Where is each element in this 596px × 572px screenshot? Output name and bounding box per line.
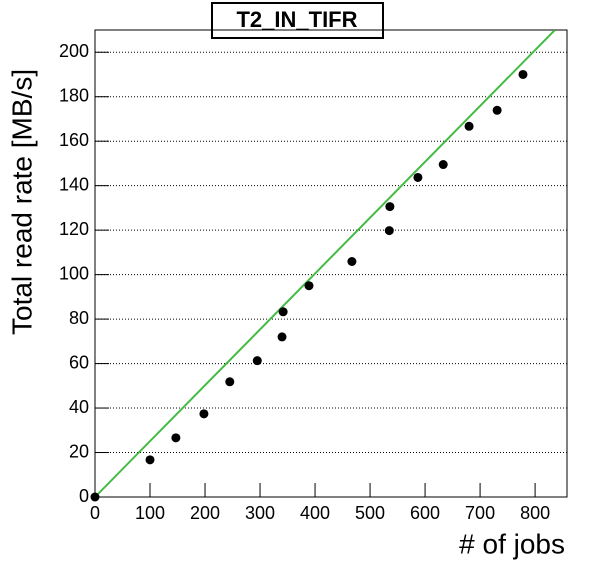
x-tick-label: 700 — [465, 503, 495, 523]
x-tick-label: 0 — [90, 503, 100, 523]
data-point — [385, 202, 395, 212]
data-point — [518, 69, 528, 79]
y-tick-label: 160 — [59, 130, 89, 150]
x-tick-label: 600 — [410, 503, 440, 523]
y-tick-label: 180 — [59, 85, 89, 105]
data-point — [145, 455, 155, 465]
data-point — [384, 226, 394, 236]
data-point — [278, 307, 288, 317]
x-tick-label: 800 — [520, 503, 550, 523]
data-point — [225, 377, 235, 387]
plot-frame — [94, 29, 568, 498]
y-tick-label: 80 — [69, 308, 89, 328]
data-point — [252, 356, 262, 366]
x-axis-label: # of jobs — [459, 528, 565, 559]
y-tick-label: 20 — [69, 441, 89, 461]
x-tick-label: 200 — [190, 503, 220, 523]
y-tick-label: 120 — [59, 219, 89, 239]
x-tick-label: 400 — [300, 503, 330, 523]
data-point — [413, 172, 423, 182]
data-point — [90, 492, 100, 502]
data-point — [171, 433, 181, 443]
x-tick-label: 300 — [245, 503, 275, 523]
x-tick-label: 500 — [355, 503, 385, 523]
x-tick-label: 100 — [135, 503, 165, 523]
y-tick-label: 60 — [69, 352, 89, 372]
data-point — [492, 105, 502, 115]
y-tick-label: 100 — [59, 263, 89, 283]
title-box — [211, 2, 384, 39]
chart-title: T2_IN_TIFR — [236, 7, 357, 32]
data-point — [199, 409, 209, 419]
y-tick-label: 140 — [59, 174, 89, 194]
y-axis-label: Total read rate [MB/s] — [6, 69, 37, 335]
data-point — [277, 332, 287, 342]
y-tick-label: 0 — [79, 486, 89, 506]
y-tick-label: 200 — [59, 41, 89, 61]
data-point — [438, 160, 448, 170]
y-tick-label: 40 — [69, 397, 89, 417]
fit-line — [95, 30, 556, 497]
data-point — [347, 256, 357, 266]
data-point — [464, 121, 474, 131]
data-point — [304, 281, 314, 291]
